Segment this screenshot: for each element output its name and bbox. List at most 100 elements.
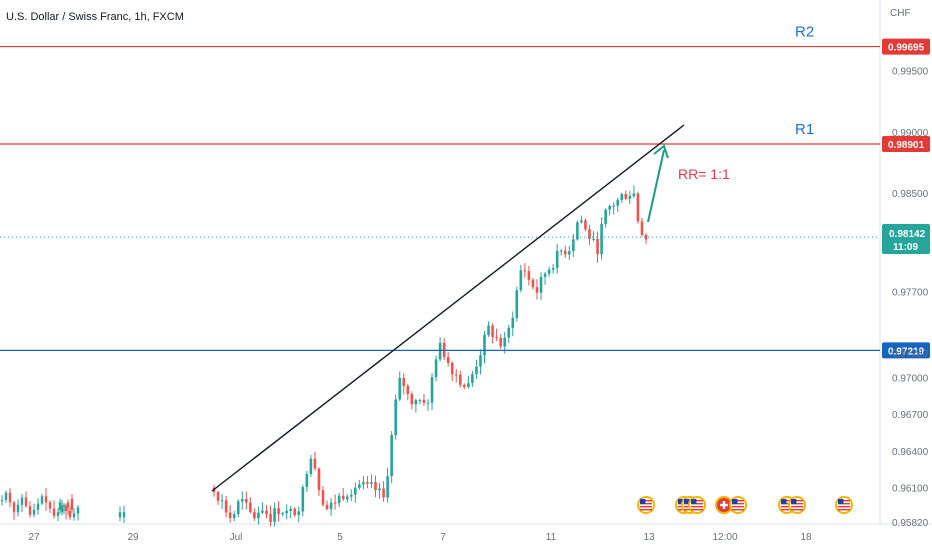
candle (422, 393, 426, 406)
price-levels: 0.99695 R2 0.98901 R1 0.97219 (0, 24, 930, 359)
candle (281, 511, 284, 517)
candle (531, 277, 535, 290)
candle (62, 503, 66, 515)
candle (632, 185, 636, 198)
candle (366, 475, 369, 489)
candle (374, 475, 377, 498)
candle (240, 491, 244, 510)
candle (293, 507, 297, 517)
candle (475, 359, 478, 380)
candle (636, 191, 640, 224)
candle (430, 372, 434, 410)
candle (507, 324, 511, 344)
candle (244, 491, 248, 510)
candle (70, 494, 74, 513)
resistance-price-label: 0.99695 (888, 43, 925, 54)
us-flag-icon[interactable] (788, 496, 806, 514)
candle (20, 494, 24, 512)
candle (362, 476, 365, 490)
candle (608, 204, 611, 216)
price-tick-label: 0.97000 (892, 373, 929, 384)
price-tick-label: 0.96700 (892, 410, 929, 421)
candle (56, 507, 60, 522)
candle (72, 508, 76, 521)
economic-events (637, 496, 853, 514)
resistance-price-badge (882, 136, 930, 152)
price-tick-label: 0.97700 (892, 287, 929, 298)
candle (329, 497, 333, 516)
candle (28, 501, 32, 518)
candle (297, 506, 301, 523)
candle (220, 494, 224, 509)
price-axis: 0.95820 0.96100 0.96400 0.96700 0.97000 0.972… (892, 67, 929, 530)
candle (285, 504, 288, 520)
candle (620, 192, 624, 203)
time-tick-label: Jul (230, 532, 243, 543)
us-flag-icon[interactable] (729, 496, 747, 514)
chart-title: U.S. Dollar / Swiss Franc, 1h, FXCM (6, 11, 184, 23)
candle (551, 264, 555, 274)
time-tick-label: 5 (337, 532, 343, 543)
candle (16, 499, 20, 517)
candle (463, 383, 466, 390)
candle (483, 331, 486, 364)
candle (36, 498, 40, 515)
candle (257, 506, 260, 525)
price-tick-label: 0.98500 (892, 189, 929, 200)
candle (576, 220, 579, 241)
candle (325, 500, 329, 511)
candle (337, 492, 341, 508)
candle (487, 321, 490, 337)
us-flag-icon[interactable] (835, 496, 853, 514)
candle (4, 490, 8, 503)
resistance-price-badge (882, 38, 930, 55)
candle (48, 500, 52, 514)
candle (44, 488, 48, 511)
candle (265, 505, 268, 519)
candle (446, 352, 450, 367)
candle (24, 491, 28, 508)
candle (354, 482, 357, 503)
candle (394, 394, 397, 440)
candle (224, 495, 228, 518)
swiss-flag-icon[interactable] (715, 496, 733, 514)
candle (450, 361, 454, 382)
candle (499, 334, 502, 349)
candle (640, 217, 644, 237)
candle (232, 511, 236, 522)
time-tick-label: 18 (800, 532, 812, 543)
plot-area[interactable] (0, 0, 880, 524)
candle (370, 474, 373, 489)
candle (644, 232, 648, 244)
time-tick-label: 13 (643, 532, 655, 543)
candle (0, 495, 4, 506)
candle (269, 505, 272, 527)
price-tick-label: 0.95820 (892, 518, 929, 529)
candle (349, 489, 353, 502)
trend-line[interactable] (211, 124, 685, 492)
candle (628, 191, 632, 204)
candle (333, 494, 337, 510)
candle (386, 467, 389, 503)
candle (273, 502, 276, 527)
candle (382, 481, 385, 502)
candle (454, 369, 458, 383)
us-flag-icon[interactable] (688, 496, 706, 514)
time-tick-label: 7 (440, 532, 446, 543)
candle (616, 197, 620, 212)
us-flag-icon[interactable] (637, 496, 655, 514)
candle (467, 375, 470, 389)
candle (588, 224, 591, 246)
candle (434, 355, 438, 382)
candle (277, 501, 280, 522)
bar-countdown: 11:09 (893, 242, 918, 253)
candle (491, 323, 494, 344)
candle (118, 506, 122, 522)
candle (64, 503, 68, 520)
resistance-price-label: 0.98901 (888, 140, 925, 151)
candle (60, 499, 64, 516)
projection-arrow[interactable] (647, 144, 669, 223)
candle (406, 383, 410, 401)
